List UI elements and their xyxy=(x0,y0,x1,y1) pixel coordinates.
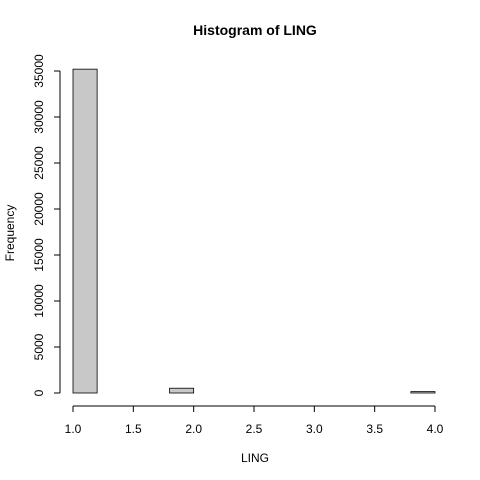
y-tick-label: 20000 xyxy=(32,192,46,226)
x-tick-label: 2.0 xyxy=(185,422,202,436)
x-tick-label: 2.5 xyxy=(246,422,263,436)
x-tick-label: 3.0 xyxy=(306,422,323,436)
x-tick-label: 1.0 xyxy=(65,422,82,436)
y-tick-label: 25000 xyxy=(32,146,46,180)
x-tick-label: 4.0 xyxy=(427,422,444,436)
y-tick-label: 15000 xyxy=(32,238,46,272)
y-tick-label: 5000 xyxy=(32,333,46,360)
x-tick-label: 1.5 xyxy=(125,422,142,436)
x-axis-label: LING xyxy=(241,451,269,465)
x-tick-label: 3.5 xyxy=(366,422,383,436)
y-tick-label: 30000 xyxy=(32,100,46,134)
x-axis: 1.0 1.5 2.0 2.5 3.0 3.5 4.0 xyxy=(65,405,444,436)
histogram-bar xyxy=(410,391,436,394)
chart-title: Histogram of LING xyxy=(193,22,317,38)
y-axis: 0 5000 10000 15000 20000 25000 30000 35000 xyxy=(32,54,61,396)
histogram-bar xyxy=(72,68,98,394)
histogram-bar xyxy=(169,387,195,394)
y-tick-label: 0 xyxy=(32,389,46,396)
y-tick-label: 35000 xyxy=(32,54,46,88)
y-tick-label: 10000 xyxy=(32,284,46,318)
bars-group xyxy=(72,68,436,394)
y-axis-label: Frequency xyxy=(3,205,17,262)
